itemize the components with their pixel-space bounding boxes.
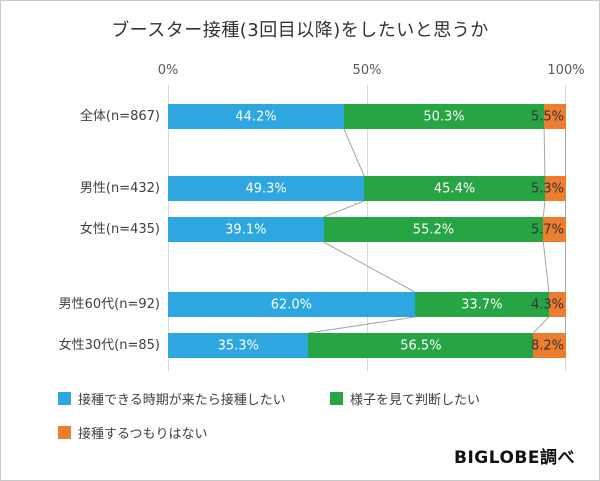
bar-segment: 35.3%	[168, 333, 309, 358]
bar-value-label: 49.3%	[245, 181, 287, 196]
legend: 接種できる時期が来たら接種したい 様子を見て判断したい接種するつもりはない	[58, 389, 588, 449]
bar-segment: 5.3%	[531, 176, 566, 201]
legend-swatch	[58, 426, 71, 439]
bar-segment: 33.7%	[414, 292, 549, 317]
chart-title: ブースター接種(3回目以降)をしたいと思うか	[111, 20, 489, 41]
bar-segment: 8.2%	[530, 333, 566, 358]
bar-segment: 5.7%	[531, 217, 566, 242]
bar-value-label: 5.5%	[530, 109, 564, 124]
bar-segment: 4.3%	[531, 292, 566, 317]
axis-tick-100: 100%	[547, 63, 585, 78]
category-label: 女性30代(n=85)	[58, 338, 160, 353]
bar-segment: 44.2%	[168, 104, 344, 129]
axis-tick-50: 50%	[352, 63, 382, 78]
legend-swatch	[330, 392, 343, 405]
bar-segment: 56.5%	[308, 333, 534, 358]
legend-label: 様子を見て判断したい	[350, 393, 481, 408]
bar-segment: 45.4%	[364, 176, 545, 201]
bar-value-label: 50.3%	[423, 109, 465, 124]
bar-value-label: 33.7%	[461, 297, 503, 312]
legend-item: 様子を見て判断したい	[330, 389, 480, 408]
category-label: 女性(n=435)	[79, 222, 160, 237]
bar-value-label: 55.2%	[412, 222, 455, 237]
legend-swatch	[58, 392, 71, 405]
axis-tick-0: 0%	[157, 63, 179, 78]
bar-value-label: 39.1%	[225, 222, 267, 237]
category-label: 全体(n=867)	[79, 109, 160, 124]
category-label: 男性60代(n=92)	[58, 297, 160, 312]
category-labels: 全体(n=867) 男性(n=432) 女性(n=435) 男性60代(n=92) 女性…	[9, 104, 160, 358]
bar-segment: 50.3%	[343, 104, 545, 129]
bar-segment: 62.0%	[168, 292, 415, 317]
bar-row: 62.0% 33.7% 4.3%	[168, 292, 566, 317]
series-connector-lines	[308, 128, 566, 334]
bar-row: 35.3% 56.5% 8.2%	[168, 333, 566, 358]
bar-value-label: 8.2%	[530, 338, 564, 353]
bar-value-label: 44.2%	[235, 109, 277, 124]
bar-value-label: 45.4%	[433, 181, 476, 196]
bar-value-label: 62.0%	[270, 297, 313, 312]
bar-value-label: 5.3%	[530, 181, 564, 196]
legend-label: 接種するつもりはない	[78, 427, 208, 442]
legend-label: 接種できる時期が来たら接種したい	[78, 393, 286, 408]
bar-value-label: 56.5%	[400, 338, 442, 353]
bar-value-label: 35.3%	[217, 338, 259, 353]
legend-item: 接種するつもりはない	[58, 423, 207, 442]
bar-segment: 5.5%	[531, 104, 566, 129]
plot-area: 44.2% 50.3% 5.5% 49.3% 45.4% 5.3% 39.1% 55.2% 5.…	[168, 104, 566, 358]
bar-value-label: 5.7%	[530, 222, 564, 237]
bar-row: 44.2% 50.3% 5.5%	[168, 104, 566, 129]
bar-segment: 39.1%	[168, 217, 324, 242]
credit-label: BIGLOBE調べ	[454, 448, 575, 468]
bar-segment: 55.2%	[323, 217, 544, 242]
category-label: 男性(n=432)	[79, 181, 160, 196]
bar-segment: 49.3%	[168, 176, 365, 201]
bar-value-label: 4.3%	[530, 297, 564, 312]
bar-row: 39.1% 55.2% 5.7%	[168, 217, 566, 242]
legend-item: 接種できる時期が来たら接種したい	[58, 389, 286, 408]
bar-row: 49.3% 45.4% 5.3%	[168, 176, 566, 201]
